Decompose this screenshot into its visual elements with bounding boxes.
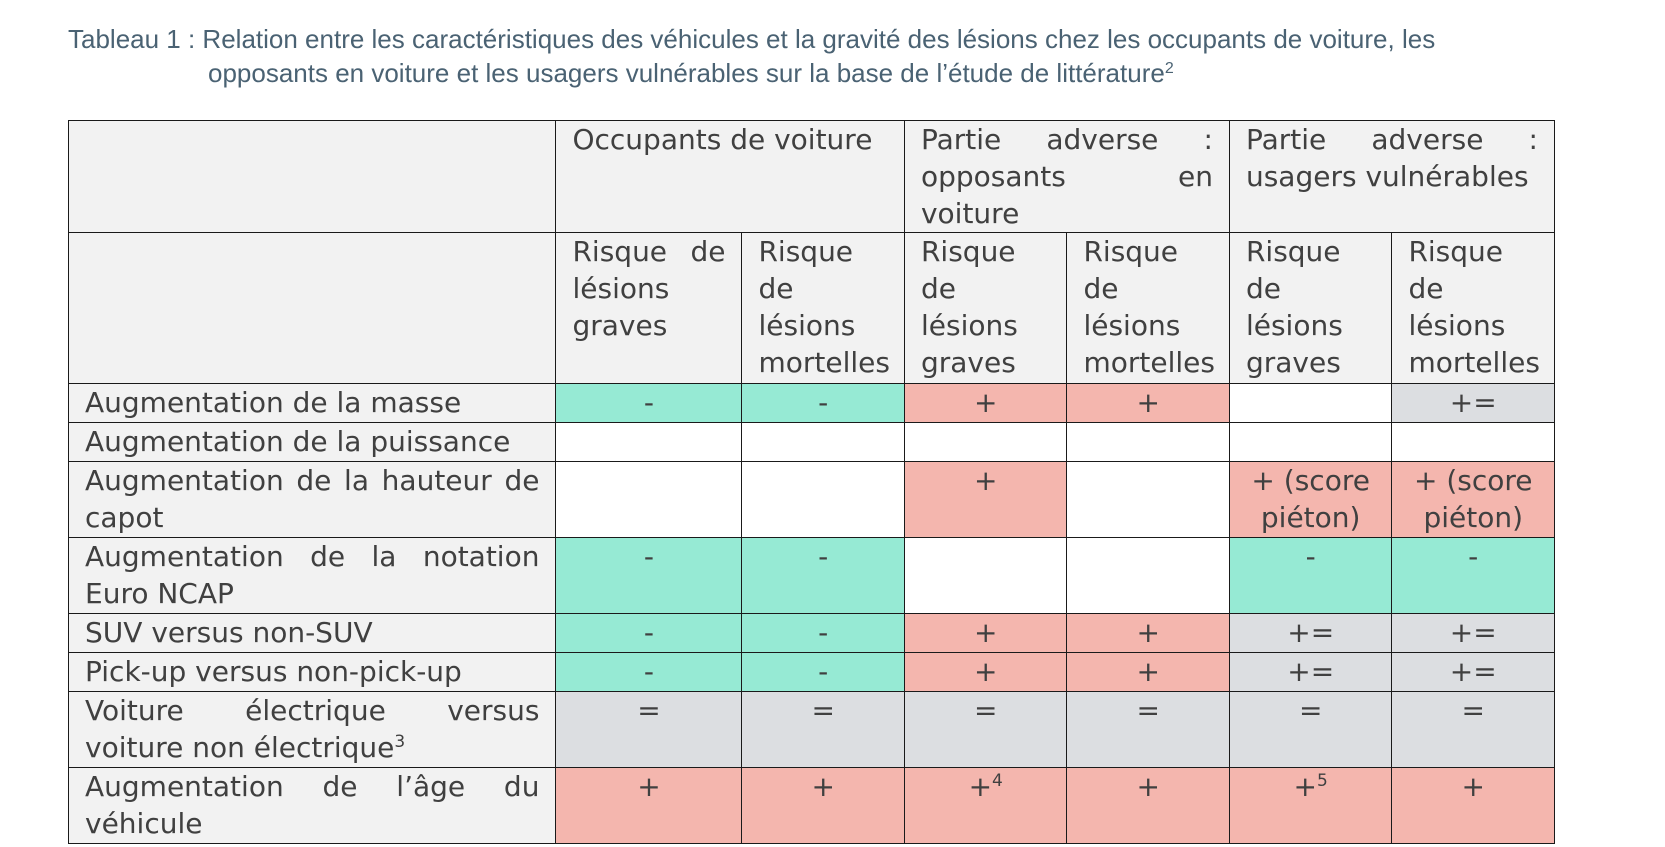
table-row: Pick-up versus non-pick-up - - + + += += bbox=[67, 652, 1555, 692]
table-cell bbox=[1228, 383, 1393, 423]
row-label: Augmentation de la puissance bbox=[67, 422, 557, 462]
table-cell: = bbox=[1066, 691, 1230, 768]
footnote-ref: 5 bbox=[1317, 771, 1328, 791]
table-row: Voiture électrique versus voiture non él… bbox=[67, 691, 1555, 768]
table-header-row-groups: Occupants de voiture Partie adverse : op… bbox=[67, 120, 1556, 233]
table-cell: + bbox=[1066, 613, 1230, 653]
table-cell bbox=[903, 537, 1068, 614]
table-cell: + bbox=[1066, 652, 1230, 692]
table-cell bbox=[1066, 461, 1230, 538]
table-cell: + (score piéton) bbox=[1391, 461, 1555, 538]
table-cell: - bbox=[555, 613, 743, 653]
row-label-text: Voiture électrique versus voiture non él… bbox=[85, 694, 540, 764]
caption-line-2-text: opposants en voiture et les usagers vuln… bbox=[208, 58, 1165, 88]
table-cell: += bbox=[1228, 613, 1393, 653]
table-cell: + bbox=[741, 767, 905, 844]
table-row: Augmentation de la masse - - + + += bbox=[67, 383, 1555, 423]
table-caption: Tableau 1 : Relation entre les caractéri… bbox=[68, 22, 1628, 90]
table-cell: = bbox=[903, 691, 1068, 768]
table-cell bbox=[1066, 537, 1230, 614]
table-cell: - bbox=[1228, 537, 1393, 614]
table-cell: = bbox=[555, 691, 743, 768]
table-cell: +5 bbox=[1228, 767, 1393, 844]
table-row: Augmentation de la puissance bbox=[67, 422, 1555, 462]
row-label: Augmentation de la hauteur de capot bbox=[67, 461, 557, 538]
table-cell: + bbox=[903, 613, 1068, 653]
table-cell: - bbox=[741, 383, 905, 423]
subheader-cell: Risque de lésions mortelles bbox=[1066, 232, 1230, 384]
footnote-ref: 4 bbox=[992, 771, 1003, 791]
cell-value: + bbox=[1293, 770, 1318, 803]
table-cell: + bbox=[903, 461, 1068, 538]
row-label: Pick-up versus non-pick-up bbox=[67, 652, 557, 692]
row-label: Augmentation de l’âge du véhicule bbox=[67, 767, 557, 844]
table-cell bbox=[1066, 422, 1230, 462]
table-row: Augmentation de l’âge du véhicule + + +4… bbox=[67, 767, 1555, 844]
table-cell bbox=[1391, 422, 1555, 462]
caption-line-1: Tableau 1 : Relation entre les caractéri… bbox=[68, 24, 1436, 54]
table-cell: + bbox=[903, 652, 1068, 692]
table-cell: +4 bbox=[903, 767, 1068, 844]
table-cell: = bbox=[1391, 691, 1555, 768]
table-cell bbox=[555, 422, 743, 462]
table-cell: + bbox=[1066, 767, 1230, 844]
table-cell: += bbox=[1391, 652, 1555, 692]
group-header-usagers: Partie adverse : usagers vulnérables bbox=[1228, 120, 1556, 233]
table-cell: += bbox=[1391, 613, 1555, 653]
subheader-cell: Risque de lésions mortelles bbox=[1391, 232, 1555, 384]
cell-value: + bbox=[968, 770, 993, 803]
table-cell: - bbox=[741, 613, 905, 653]
subheader-cell: Risque de lésions graves bbox=[903, 232, 1068, 384]
data-table: Occupants de voiture Partie adverse : op… bbox=[67, 120, 1556, 844]
table-cell: - bbox=[741, 537, 905, 614]
row-label: Augmentation de la masse bbox=[67, 383, 557, 423]
table-row: SUV versus non-SUV - - + + += += bbox=[67, 613, 1555, 653]
table-cell bbox=[741, 461, 905, 538]
table-cell: += bbox=[1391, 383, 1555, 423]
table-header-row-sub: Risque de lésions graves Risque de lésio… bbox=[67, 232, 1555, 384]
subheader-cell: Risque de lésions mortelles bbox=[741, 232, 905, 384]
group-header-opposants: Partie adverse : opposants en voiture bbox=[903, 120, 1230, 233]
footnote-ref: 3 bbox=[394, 732, 406, 752]
table-cell bbox=[741, 422, 905, 462]
table-row: Augmentation de la notation Euro NCAP - … bbox=[67, 537, 1555, 614]
table-cell: + bbox=[1391, 767, 1555, 844]
caption-line-2: opposants en voiture et les usagers vuln… bbox=[68, 56, 1628, 90]
table-cell: + (score piéton) bbox=[1228, 461, 1393, 538]
table-cell: - bbox=[555, 652, 743, 692]
table-cell: + bbox=[1066, 383, 1230, 423]
table-row: Augmentation de la hauteur de capot + + … bbox=[67, 461, 1555, 538]
table-cell bbox=[555, 461, 743, 538]
subheader-cell: Risque de lésions graves bbox=[1228, 232, 1393, 384]
row-label: SUV versus non-SUV bbox=[67, 613, 557, 653]
table-cell: += bbox=[1228, 652, 1393, 692]
table-cell: - bbox=[555, 537, 743, 614]
table-cell: + bbox=[903, 383, 1068, 423]
table-cell: - bbox=[741, 652, 905, 692]
table-cell: = bbox=[1228, 691, 1393, 768]
table-cell: = bbox=[741, 691, 905, 768]
table-cell bbox=[1228, 422, 1393, 462]
table-cell: - bbox=[555, 383, 743, 423]
row-label: Voiture électrique versus voiture non él… bbox=[67, 691, 557, 768]
table-cell bbox=[903, 422, 1068, 462]
subheader-cell: Risque de lésions graves bbox=[555, 232, 743, 384]
caption-footnote-ref: 2 bbox=[1164, 60, 1174, 77]
group-header-occupants: Occupants de voiture bbox=[555, 120, 905, 233]
table-cell: - bbox=[1391, 537, 1555, 614]
table-cell: + bbox=[555, 767, 743, 844]
row-label: Augmentation de la notation Euro NCAP bbox=[67, 537, 557, 614]
header-empty-cell bbox=[67, 120, 557, 233]
subheader-empty-cell bbox=[67, 232, 557, 384]
